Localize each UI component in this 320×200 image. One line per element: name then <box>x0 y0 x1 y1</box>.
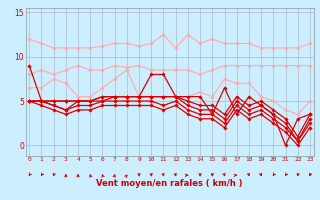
X-axis label: Vent moyen/en rafales ( km/h ): Vent moyen/en rafales ( km/h ) <box>96 179 243 188</box>
